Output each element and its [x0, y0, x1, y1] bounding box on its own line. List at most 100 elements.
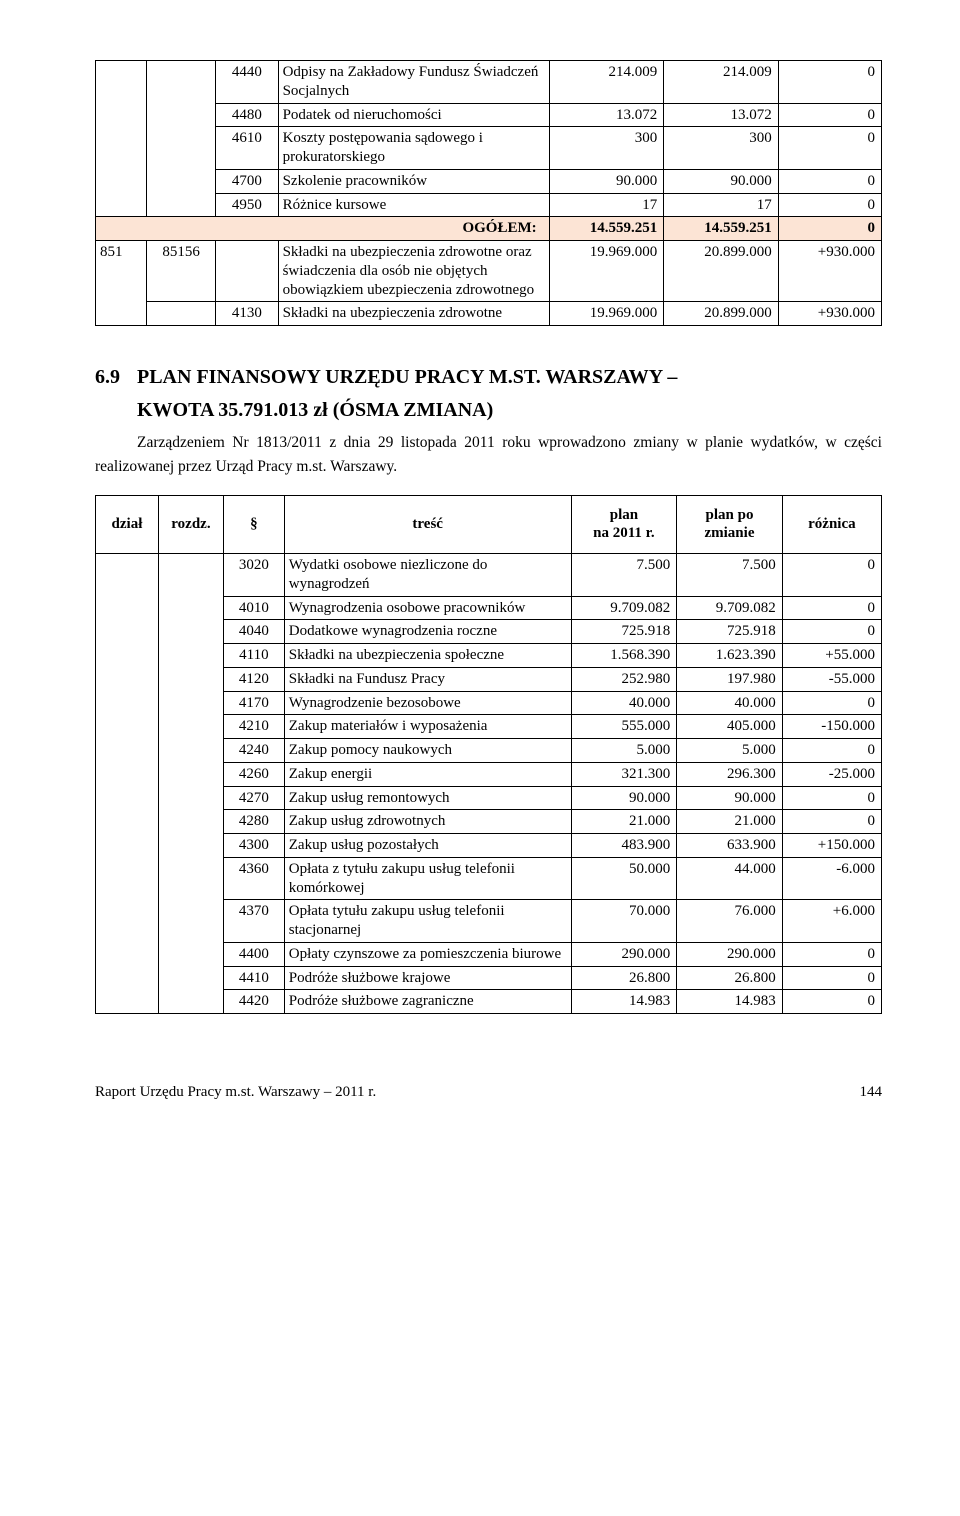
cell-val: 633.900: [677, 834, 783, 858]
cell-code: 4300: [223, 834, 284, 858]
cell-code: 4040: [223, 620, 284, 644]
table-row: 4130 Składki na ubezpieczenia zdrowotne …: [96, 302, 882, 326]
cell-val: 0: [782, 739, 881, 763]
cell-val: 90.000: [677, 786, 783, 810]
group-code-b: 85156: [147, 241, 216, 302]
cell-val: 197.980: [677, 667, 783, 691]
cell-val: 9.709.082: [677, 596, 783, 620]
cell-val: 214.009: [664, 61, 779, 104]
cell-val: 1.623.390: [677, 644, 783, 668]
table-row: 4440 Odpisy na Zakładowy Fundusz Świadcz…: [96, 61, 882, 104]
cell-code: 4420: [223, 990, 284, 1014]
cell-val: 0: [782, 810, 881, 834]
table-top: 4440 Odpisy na Zakładowy Fundusz Świadcz…: [95, 60, 882, 326]
cell-desc: Opłaty czynszowe za pomieszczenia biurow…: [284, 942, 571, 966]
cell-val: 252.980: [571, 667, 677, 691]
blank-cell: [158, 554, 223, 1014]
cell-val: 21.000: [677, 810, 783, 834]
cell-val: 40.000: [677, 691, 783, 715]
cell-code: 4120: [223, 667, 284, 691]
cell-val: 0: [782, 942, 881, 966]
cell-val: -55.000: [782, 667, 881, 691]
cell-val: 14.983: [571, 990, 677, 1014]
cell-desc: Podróże służbowe krajowe: [284, 966, 571, 990]
section-heading: 6.9 PLAN FINANSOWY URZĘDU PRACY M.ST. WA…: [95, 362, 882, 393]
cell-code: 4010: [223, 596, 284, 620]
cell-val: -150.000: [782, 715, 881, 739]
cell-val: 296.300: [677, 762, 783, 786]
cell-desc: Odpisy na Zakładowy Fundusz Świadczeń So…: [278, 61, 549, 104]
blank-cell: [96, 554, 159, 1014]
cell-val: 0: [782, 596, 881, 620]
cell-code: 4270: [223, 786, 284, 810]
cell-desc: Opłata z tytułu zakupu usług telefonii k…: [284, 857, 571, 900]
cell-desc: Składki na ubezpieczenia społeczne: [284, 644, 571, 668]
cell-val: 0: [782, 554, 881, 597]
col-header: różnica: [782, 495, 881, 554]
cell-code: 4240: [223, 739, 284, 763]
cell-val: -25.000: [782, 762, 881, 786]
cell-val: 0: [782, 786, 881, 810]
footer-right: 144: [860, 1084, 883, 1101]
cell-val: 44.000: [677, 857, 783, 900]
total-label: OGÓŁEM:: [96, 217, 550, 241]
cell-val: -6.000: [782, 857, 881, 900]
cell-code: 4170: [223, 691, 284, 715]
cell-val: 290.000: [571, 942, 677, 966]
cell-val: 26.800: [677, 966, 783, 990]
table-row: 3020Wydatki osobowe niezliczone do wynag…: [96, 554, 882, 597]
cell-code: 3020: [223, 554, 284, 597]
col-header: plan na 2011 r.: [571, 495, 677, 554]
cell-desc: Wynagrodzenia osobowe pracowników: [284, 596, 571, 620]
cell-val: 26.800: [571, 966, 677, 990]
cell-desc: Zakup materiałów i wyposażenia: [284, 715, 571, 739]
table-row-group: 851 85156 Składki na ubezpieczenia zdrow…: [96, 241, 882, 302]
cell-desc: Zakup usług remontowych: [284, 786, 571, 810]
col-header: §: [223, 495, 284, 554]
cell-val: 90.000: [571, 786, 677, 810]
cell-val: 290.000: [677, 942, 783, 966]
section-title-line1: PLAN FINANSOWY URZĘDU PRACY M.ST. WARSZA…: [137, 362, 882, 393]
page-footer: Raport Urzędu Pracy m.st. Warszawy – 201…: [95, 1084, 882, 1101]
cell-val: +6.000: [782, 900, 881, 943]
cell-val: 70.000: [571, 900, 677, 943]
cell-code: 4370: [223, 900, 284, 943]
cell-val: 7.500: [571, 554, 677, 597]
group-code-a: 851: [96, 241, 147, 326]
cell-val: 5.000: [677, 739, 783, 763]
footer-left: Raport Urzędu Pracy m.st. Warszawy – 201…: [95, 1084, 376, 1101]
cell-val: 0: [782, 966, 881, 990]
cell-val: 555.000: [571, 715, 677, 739]
section-title-line2: KWOTA 35.791.013 zł (ÓSMA ZMIANA): [137, 395, 882, 425]
cell-val: 483.900: [571, 834, 677, 858]
cell-val: 9.709.082: [571, 596, 677, 620]
cell-val: 1.568.390: [571, 644, 677, 668]
cell-code: 4440: [216, 61, 278, 104]
cell-code: 4210: [223, 715, 284, 739]
cell-desc: Opłata tytułu zakupu usług telefonii sta…: [284, 900, 571, 943]
col-header: dział: [96, 495, 159, 554]
cell-desc: Składki na Fundusz Pracy: [284, 667, 571, 691]
col-header: plan po zmianie: [677, 495, 783, 554]
cell-code: 4360: [223, 857, 284, 900]
cell-val: 0: [782, 990, 881, 1014]
table-bottom: dział rozdz. § treść plan na 2011 r. pla…: [95, 495, 882, 1015]
cell-val: 214.009: [549, 61, 664, 104]
table-row-total: OGÓŁEM: 14.559.251 14.559.251 0: [96, 217, 882, 241]
cell-code: 4410: [223, 966, 284, 990]
cell-desc: Zakup usług zdrowotnych: [284, 810, 571, 834]
cell-val: 21.000: [571, 810, 677, 834]
section-paragraph: Zarządzeniem Nr 1813/2011 z dnia 29 list…: [95, 431, 882, 479]
cell-val: 50.000: [571, 857, 677, 900]
cell-code: 4400: [223, 942, 284, 966]
cell-val: 725.918: [571, 620, 677, 644]
cell-desc: Dodatkowe wynagrodzenia roczne: [284, 620, 571, 644]
cell-desc: Zakup pomocy naukowych: [284, 739, 571, 763]
cell-desc: Wydatki osobowe niezliczone do wynagrodz…: [284, 554, 571, 597]
cell-code: 4280: [223, 810, 284, 834]
cell-val: 0: [782, 620, 881, 644]
cell-val: +55.000: [782, 644, 881, 668]
table-header-row: dział rozdz. § treść plan na 2011 r. pla…: [96, 495, 882, 554]
cell-desc: Podróże służbowe zagraniczne: [284, 990, 571, 1014]
cell-code: 4260: [223, 762, 284, 786]
